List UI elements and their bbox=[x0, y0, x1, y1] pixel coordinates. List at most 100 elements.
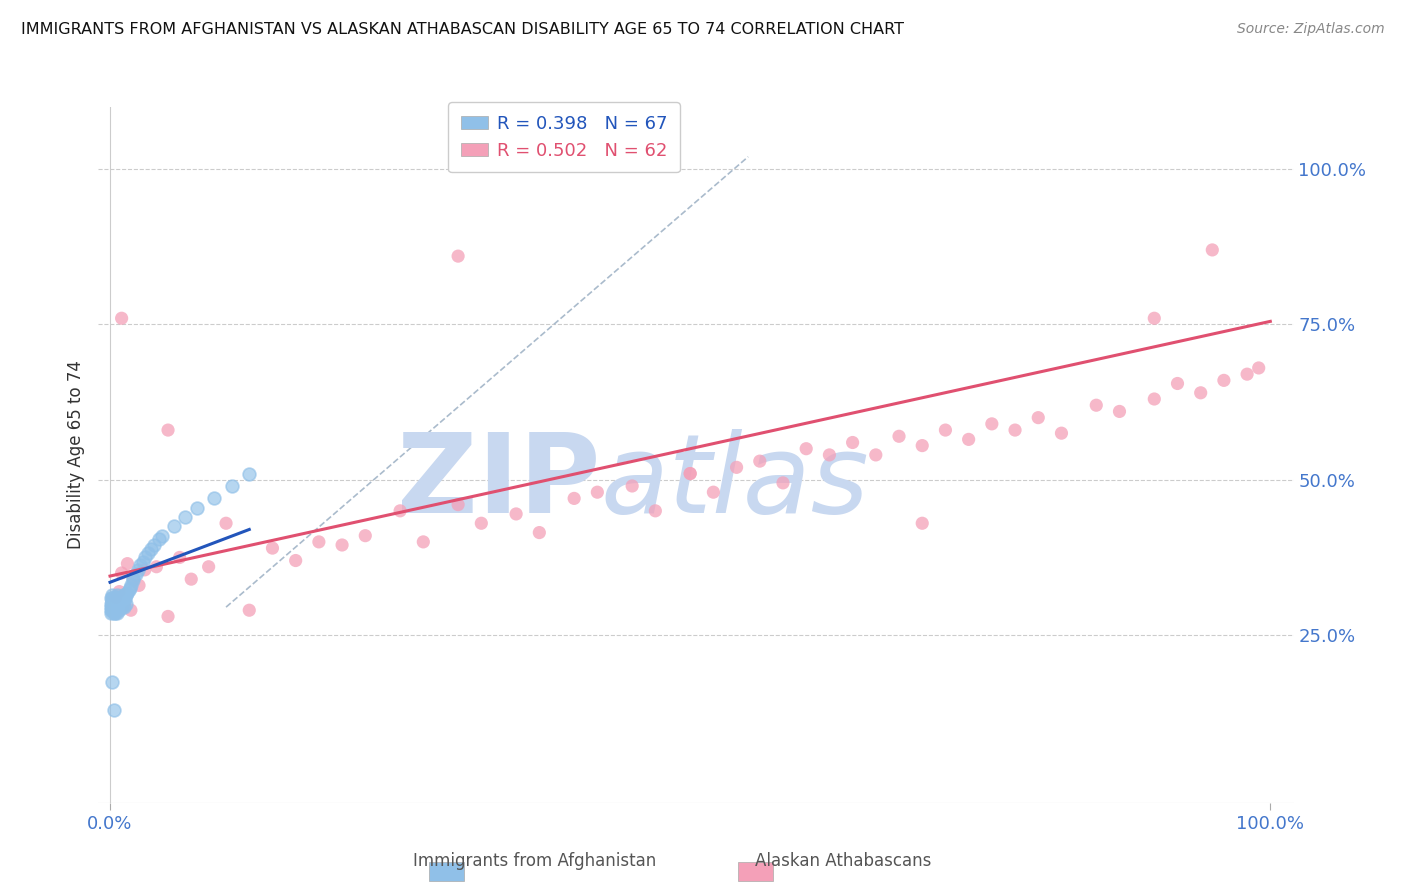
Point bbox=[157, 423, 180, 437]
Point bbox=[238, 603, 260, 617]
Point bbox=[108, 594, 131, 608]
Point bbox=[104, 603, 127, 617]
Point bbox=[157, 609, 180, 624]
Y-axis label: Disability Age 65 to 74: Disability Age 65 to 74 bbox=[67, 360, 86, 549]
Point bbox=[112, 591, 135, 605]
Point bbox=[120, 578, 142, 592]
Point bbox=[101, 600, 124, 615]
Point bbox=[117, 586, 139, 600]
Text: IMMIGRANTS FROM AFGHANISTAN VS ALASKAN ATHABASCAN DISABILITY AGE 65 TO 74 CORREL: IMMIGRANTS FROM AFGHANISTAN VS ALASKAN A… bbox=[21, 22, 904, 37]
Point bbox=[103, 599, 125, 613]
Point bbox=[128, 578, 150, 592]
Point bbox=[104, 600, 127, 615]
Point bbox=[150, 529, 173, 543]
Point bbox=[108, 603, 131, 617]
Point bbox=[1189, 385, 1212, 400]
Point bbox=[818, 448, 841, 462]
Point bbox=[447, 498, 470, 512]
Point bbox=[103, 600, 125, 615]
Point bbox=[100, 597, 122, 611]
Point bbox=[100, 607, 122, 621]
Point bbox=[122, 571, 145, 585]
Point bbox=[215, 516, 238, 531]
Point bbox=[127, 563, 149, 577]
Point bbox=[865, 448, 887, 462]
Text: Source: ZipAtlas.com: Source: ZipAtlas.com bbox=[1237, 22, 1385, 37]
Point bbox=[1050, 426, 1073, 441]
Point bbox=[134, 550, 156, 565]
Point bbox=[354, 529, 377, 543]
Point bbox=[122, 574, 145, 588]
Point bbox=[186, 500, 208, 515]
Point bbox=[772, 475, 794, 490]
Point bbox=[134, 563, 156, 577]
Point bbox=[101, 594, 124, 608]
Point bbox=[104, 591, 127, 605]
Point bbox=[1201, 243, 1223, 257]
Point bbox=[1143, 311, 1166, 326]
Point bbox=[111, 597, 134, 611]
Point bbox=[1004, 423, 1026, 437]
Point bbox=[586, 485, 609, 500]
Point bbox=[980, 417, 1002, 431]
Point bbox=[644, 504, 666, 518]
Point bbox=[1085, 398, 1108, 412]
Point bbox=[114, 592, 136, 607]
Point bbox=[104, 607, 127, 621]
Point bbox=[1236, 367, 1258, 381]
Point bbox=[562, 491, 585, 506]
Point bbox=[529, 525, 551, 540]
Point bbox=[117, 583, 139, 598]
Point bbox=[118, 582, 141, 596]
Point bbox=[103, 603, 125, 617]
Point bbox=[174, 510, 197, 524]
Point bbox=[238, 467, 260, 481]
Point bbox=[470, 516, 492, 531]
Point bbox=[1026, 410, 1049, 425]
Point bbox=[679, 467, 702, 481]
Point bbox=[679, 467, 702, 481]
Point bbox=[911, 516, 934, 531]
Point bbox=[104, 599, 127, 613]
Point bbox=[180, 572, 202, 586]
Point bbox=[100, 603, 122, 617]
Text: atlas: atlas bbox=[600, 429, 869, 536]
Point bbox=[101, 605, 124, 619]
Point bbox=[412, 534, 434, 549]
Point bbox=[308, 534, 330, 549]
Point bbox=[934, 423, 956, 437]
Point bbox=[702, 485, 724, 500]
Point bbox=[1166, 376, 1188, 391]
Point bbox=[111, 594, 134, 608]
Point bbox=[911, 439, 934, 453]
Point bbox=[145, 559, 167, 574]
Point bbox=[105, 588, 128, 602]
Point bbox=[111, 588, 134, 602]
Point bbox=[104, 592, 127, 607]
Point bbox=[100, 600, 122, 615]
Point bbox=[143, 538, 166, 552]
Point bbox=[100, 591, 122, 605]
Point bbox=[112, 600, 135, 615]
Point bbox=[204, 491, 226, 506]
Point bbox=[262, 541, 284, 555]
Point bbox=[197, 559, 219, 574]
Point bbox=[1143, 392, 1166, 406]
Point bbox=[103, 592, 125, 607]
Point bbox=[1212, 373, 1234, 387]
Point bbox=[105, 597, 128, 611]
Point bbox=[105, 607, 128, 621]
Point bbox=[1108, 404, 1130, 418]
Point bbox=[110, 600, 132, 615]
Point bbox=[389, 504, 412, 518]
Point bbox=[115, 588, 138, 602]
Point bbox=[103, 607, 125, 621]
Point bbox=[148, 532, 170, 546]
Point bbox=[101, 588, 124, 602]
Point bbox=[163, 519, 186, 533]
Point bbox=[115, 597, 138, 611]
Point bbox=[104, 594, 127, 608]
Point bbox=[101, 596, 124, 610]
Point bbox=[120, 603, 142, 617]
Point bbox=[108, 584, 131, 599]
